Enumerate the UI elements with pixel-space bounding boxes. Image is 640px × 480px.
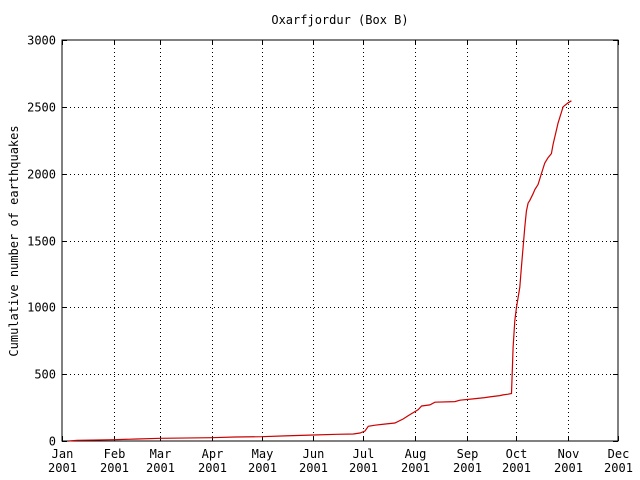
- x-tick-year-label: 2001: [146, 461, 175, 475]
- x-tick-label: Jun: [303, 447, 325, 461]
- y-tick-label: 2000: [27, 168, 56, 182]
- grid: [62, 40, 618, 441]
- series-group: [68, 100, 572, 442]
- y-tick-label: 3000: [27, 34, 56, 48]
- y-tick-label: 2500: [27, 101, 56, 115]
- x-tick-label: Feb: [104, 447, 126, 461]
- x-tick-year-label: 2001: [248, 461, 277, 475]
- y-axis-label: Cumulative number of earthquakes: [7, 125, 21, 356]
- y-tick-label: 0: [49, 435, 56, 449]
- x-tick-label: Jan: [52, 447, 74, 461]
- series-line: [68, 100, 572, 442]
- y-tick-label: 1000: [27, 301, 56, 315]
- plot-frame: [61, 39, 619, 442]
- x-tick-year-label: 2001: [502, 461, 531, 475]
- x-tick-label: Dec: [608, 447, 630, 461]
- x-tick-year-label: 2001: [604, 461, 633, 475]
- x-tick-label: Sep: [457, 447, 479, 461]
- y-axis: 0 500 1000 1500 2000 2500 3000: [27, 34, 618, 449]
- x-tick-year-label: 2001: [198, 461, 227, 475]
- chart-title: Oxarfjordur (Box B): [271, 13, 408, 27]
- y-tick-label: 1500: [27, 235, 56, 249]
- x-tick-label: Mar: [150, 447, 172, 461]
- x-tick-year-label: 2001: [554, 461, 583, 475]
- x-tick-label: Aug: [405, 447, 427, 461]
- x-tick-label: Jul: [353, 447, 375, 461]
- x-tick-label: May: [252, 447, 274, 461]
- x-tick-year-label: 2001: [299, 461, 328, 475]
- x-tick-year-label: 2001: [349, 461, 378, 475]
- x-tick-year-label: 2001: [401, 461, 430, 475]
- x-tick-label: Apr: [202, 447, 224, 461]
- x-tick-year-label: 2001: [100, 461, 129, 475]
- x-axis: Jan2001Feb2001Mar2001Apr2001May2001Jun20…: [48, 40, 633, 475]
- x-tick-year-label: 2001: [48, 461, 77, 475]
- x-tick-label: Nov: [558, 447, 580, 461]
- x-tick-label: Oct: [506, 447, 528, 461]
- y-tick-label: 500: [34, 368, 56, 382]
- x-tick-year-label: 2001: [453, 461, 482, 475]
